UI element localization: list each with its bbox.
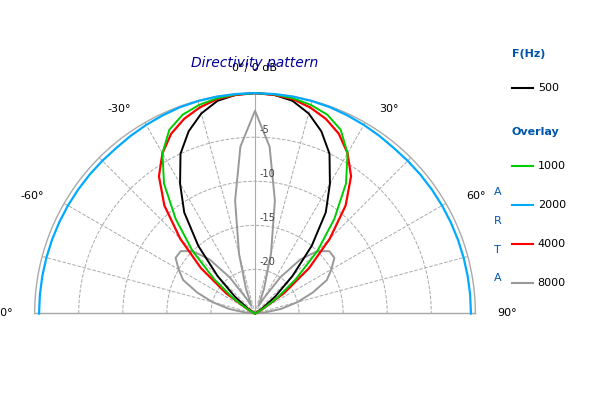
Text: A: A	[494, 187, 501, 197]
Text: 2000: 2000	[538, 200, 566, 210]
Text: -90°: -90°	[0, 308, 13, 318]
Text: 500: 500	[538, 83, 559, 93]
Text: 30°: 30°	[380, 104, 399, 114]
Text: 90°: 90°	[497, 308, 517, 318]
Text: -60°: -60°	[20, 190, 44, 200]
Text: -30°: -30°	[107, 104, 131, 114]
Text: R: R	[494, 216, 501, 226]
Text: 60°: 60°	[466, 190, 485, 200]
Text: 8000: 8000	[538, 278, 566, 288]
Text: A: A	[494, 273, 501, 283]
Text: -5: -5	[259, 125, 269, 135]
Text: -10: -10	[259, 169, 275, 179]
Text: 0°/ 0 dB: 0°/ 0 dB	[233, 63, 277, 73]
Text: -15: -15	[259, 213, 275, 223]
Text: -20: -20	[259, 257, 275, 267]
Text: 1000: 1000	[538, 161, 566, 171]
Text: Directivity pattern: Directivity pattern	[191, 56, 319, 70]
Text: 4000: 4000	[538, 239, 566, 249]
Text: Overlay: Overlay	[512, 127, 559, 137]
Text: F(Hz): F(Hz)	[512, 49, 545, 59]
Text: T: T	[494, 244, 501, 254]
